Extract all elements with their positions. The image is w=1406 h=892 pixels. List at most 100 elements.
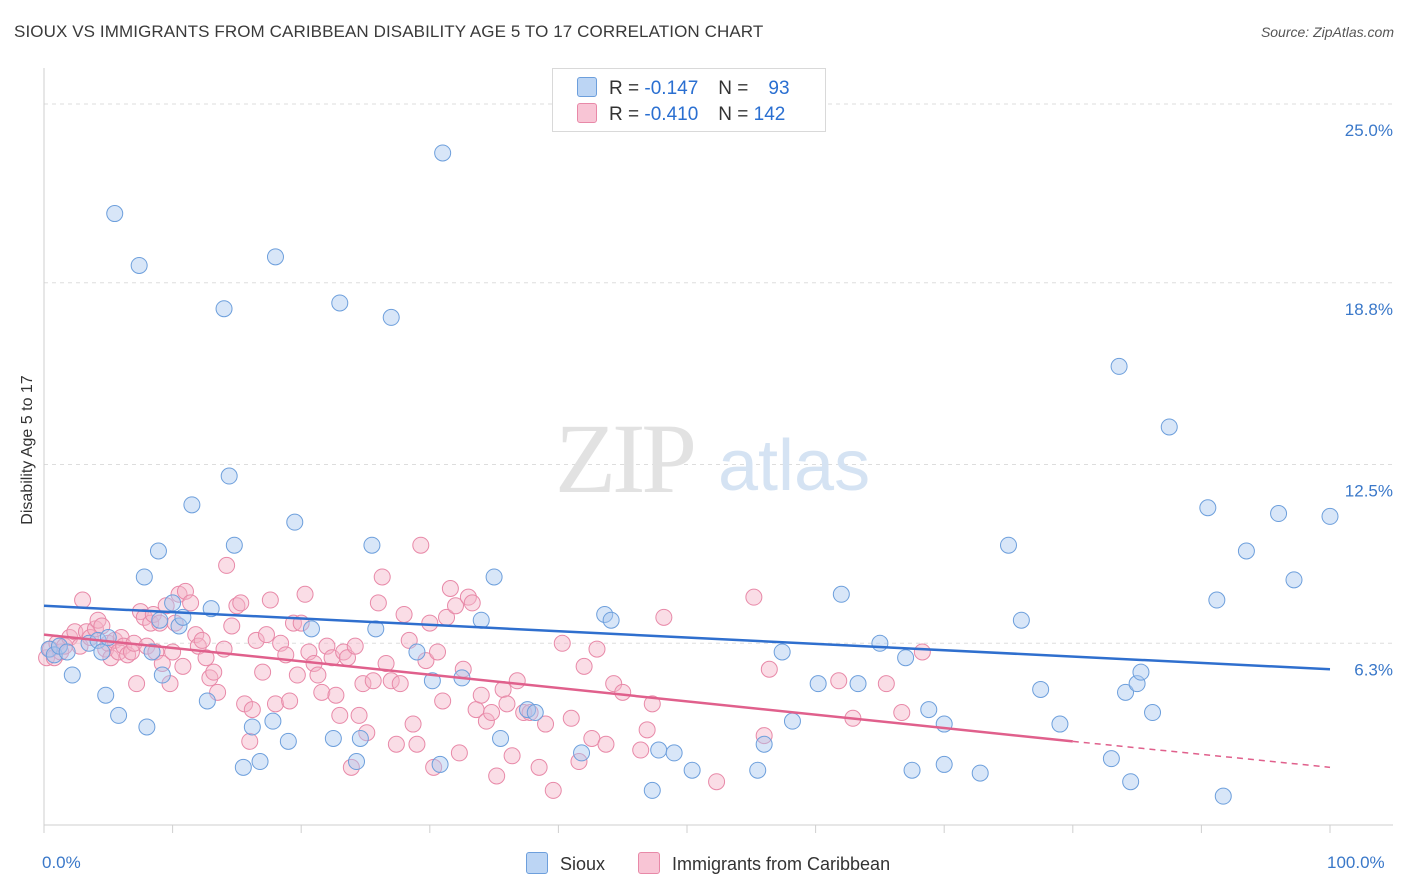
point-caribbean (638, 721, 656, 739)
trend-line-sioux (43, 604, 1331, 671)
point-sioux (243, 718, 261, 736)
point-sioux (351, 729, 369, 747)
point-sioux (93, 643, 111, 661)
source-label: Source: ZipAtlas.com (1260, 24, 1394, 40)
point-sioux (234, 758, 252, 776)
point-sioux (1208, 591, 1226, 609)
r-label: R = (609, 104, 640, 125)
point-caribbean (281, 692, 299, 710)
n-value: 93 (768, 78, 790, 99)
point-caribbean (296, 585, 314, 603)
point-caribbean (508, 672, 526, 690)
point-sioux (1117, 683, 1135, 701)
point-sioux (783, 712, 801, 730)
point-caribbean (350, 706, 368, 724)
chart-title: SIOUX VS IMMIGRANTS FROM CARIBBEAN DISAB… (14, 22, 764, 41)
point-sioux (1321, 507, 1339, 525)
sioux-legend-swatch (526, 852, 548, 874)
y-axis-label: Disability Age 5 to 17 (19, 375, 36, 525)
point-caribbean (544, 781, 562, 799)
point-caribbean (503, 747, 521, 765)
point-sioux (897, 649, 915, 667)
point-caribbean (391, 675, 409, 693)
point-caribbean (583, 729, 601, 747)
n-label: N = (718, 78, 749, 99)
legend-label-sioux: Sioux (560, 854, 606, 874)
point-sioux (849, 675, 867, 693)
point-caribbean (364, 672, 382, 690)
x-tick-min: 0.0% (42, 853, 81, 872)
point-sioux (58, 643, 76, 661)
point-sioux (1051, 715, 1069, 733)
point-caribbean (434, 692, 452, 710)
series-caribbean (38, 536, 931, 799)
point-caribbean (373, 568, 391, 586)
point-caribbean (346, 637, 364, 655)
legend-item-sioux[interactable]: Sioux (526, 852, 605, 875)
point-caribbean (266, 695, 284, 713)
point-sioux (650, 741, 668, 759)
point-sioux (408, 643, 426, 661)
point-caribbean (614, 683, 632, 701)
r-label: R = (609, 78, 640, 99)
point-sioux (170, 617, 188, 635)
point-caribbean (760, 660, 778, 678)
point-caribbean (247, 631, 265, 649)
point-caribbean (913, 643, 931, 661)
point-sioux (1214, 787, 1232, 805)
point-sioux (363, 536, 381, 554)
point-caribbean (893, 704, 911, 722)
point-sioux (138, 718, 156, 736)
point-sioux (1012, 611, 1030, 629)
point-caribbean (521, 704, 539, 722)
trend-lines (43, 604, 1331, 769)
point-caribbean (309, 666, 327, 684)
point-caribbean (395, 605, 413, 623)
point-caribbean (193, 631, 211, 649)
point-caribbean (643, 695, 661, 713)
point-sioux (1160, 418, 1178, 436)
point-sioux (573, 744, 591, 762)
point-sioux (1132, 663, 1150, 681)
point-sioux (302, 620, 320, 638)
point-sioux (1000, 536, 1017, 554)
point-caribbean (354, 675, 372, 693)
point-caribbean (153, 654, 171, 672)
point-caribbean (708, 773, 726, 791)
point-sioux (151, 611, 169, 629)
point-sioux (749, 761, 767, 779)
point-caribbean (377, 654, 395, 672)
point-caribbean (450, 744, 468, 762)
point-caribbean (74, 591, 92, 609)
point-caribbean (261, 591, 279, 609)
point-sioux (286, 513, 304, 531)
grid-lines (44, 103, 1393, 644)
point-sioux (773, 643, 791, 661)
point-sioux (149, 542, 167, 560)
point-sioux (1102, 750, 1120, 768)
point-sioux (1270, 505, 1288, 523)
point-caribbean (331, 706, 349, 724)
point-caribbean (243, 701, 261, 719)
point-caribbean (632, 741, 650, 759)
point-sioux (1199, 499, 1217, 517)
point-sioux (492, 729, 510, 747)
legend-row-caribbean: R = -0.410 N = 142 (577, 103, 785, 127)
y-tick-label: 25.0% (1345, 121, 1393, 140)
point-sioux (382, 308, 400, 326)
point-caribbean (223, 617, 241, 635)
point-caribbean (358, 724, 376, 742)
point-sioux (106, 205, 124, 223)
point-caribbean (463, 594, 481, 612)
point-sioux (755, 735, 773, 753)
point-sioux (871, 634, 889, 652)
point-caribbean (218, 556, 236, 574)
point-sioux (423, 672, 441, 690)
point-caribbean (421, 614, 439, 632)
point-caribbean (483, 704, 501, 722)
point-sioux (683, 761, 701, 779)
point-sioux (1144, 704, 1162, 722)
legend-item-caribbean[interactable]: Immigrants from Caribbean (638, 852, 890, 875)
point-caribbean (417, 652, 435, 670)
